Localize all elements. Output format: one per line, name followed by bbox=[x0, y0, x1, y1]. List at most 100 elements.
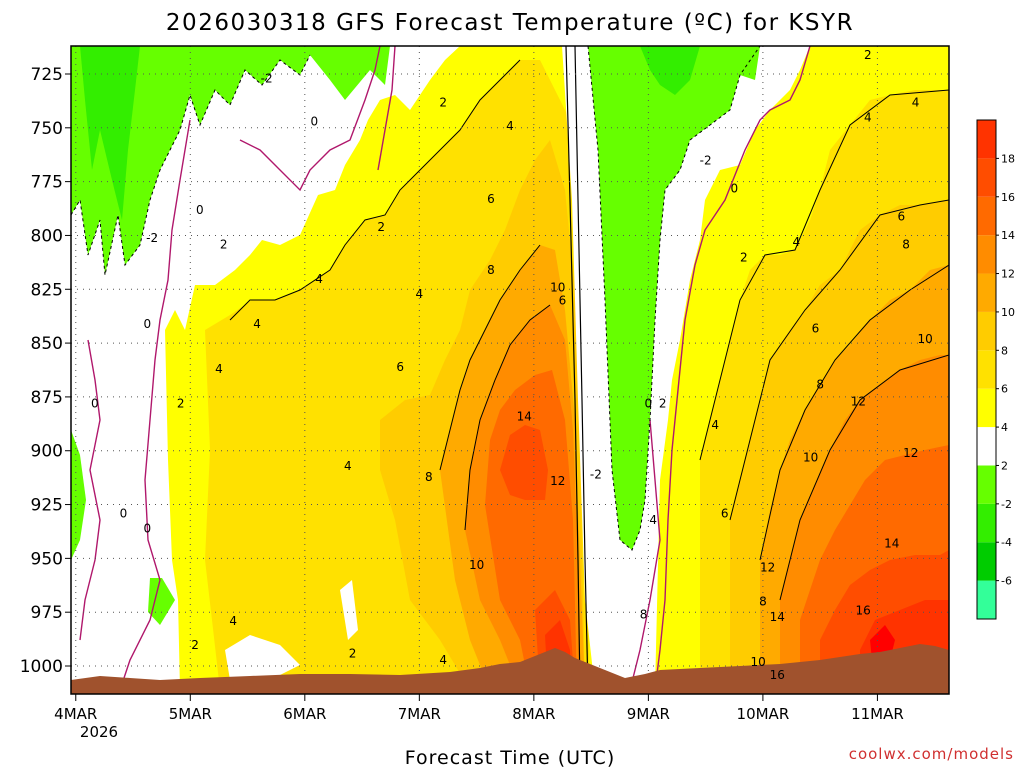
colorbar-label: 8 bbox=[1001, 344, 1008, 357]
contour-label: 2 bbox=[659, 397, 667, 411]
contour-label: 8 bbox=[425, 470, 433, 484]
region-white-lowleft2 bbox=[340, 580, 358, 640]
contour-label: 4 bbox=[439, 653, 447, 667]
contour-label: 4 bbox=[864, 110, 872, 124]
colorbar-label: -4 bbox=[1001, 536, 1012, 549]
colorbar-swatch bbox=[977, 273, 996, 312]
colorbar-swatch bbox=[977, 311, 996, 351]
y-tick-label: 975 bbox=[31, 603, 63, 623]
isotherm-line-d bbox=[699, 89, 949, 461]
colorbar-label: 14 bbox=[1001, 229, 1015, 242]
contour-label: 4 bbox=[229, 614, 237, 628]
y-tick-label: 875 bbox=[31, 388, 63, 408]
isotherm-line-f bbox=[759, 264, 949, 561]
colorbar-swatch bbox=[977, 158, 996, 197]
colorbar-label: -6 bbox=[1001, 575, 1012, 588]
x-tick-label: 5MAR bbox=[169, 705, 212, 723]
contour-label: 14 bbox=[884, 537, 899, 551]
freezing-line-2 bbox=[239, 46, 381, 192]
contour-label: 2 bbox=[220, 237, 228, 251]
colorbar-frame bbox=[976, 119, 997, 620]
contour-label: 12 bbox=[903, 446, 918, 460]
isotherm-line-i bbox=[71, 54, 311, 276]
contour-label: 4 bbox=[649, 513, 657, 527]
x-tick-label: 7MAR bbox=[398, 705, 441, 723]
region-cold-slot-green2 bbox=[640, 46, 700, 95]
colorbar-label: 16 bbox=[1001, 191, 1015, 204]
y-tick-label: 775 bbox=[31, 173, 63, 193]
isotherm-steep bbox=[565, 46, 581, 691]
isotherm-steep2 bbox=[574, 46, 589, 691]
terrain-surface bbox=[71, 644, 949, 694]
contour-label: 6 bbox=[897, 209, 905, 223]
contour-label: -2 bbox=[590, 468, 602, 482]
region-cold-slot-green bbox=[588, 46, 760, 550]
colorbar-label: 6 bbox=[1001, 383, 1008, 396]
contour-label: 6 bbox=[812, 321, 820, 335]
region-14to16 bbox=[500, 425, 548, 500]
contour-label: 4 bbox=[215, 362, 223, 376]
contour-label: 4 bbox=[253, 317, 261, 331]
y-tick-label: 825 bbox=[31, 280, 63, 300]
contour-label: 4 bbox=[792, 235, 800, 249]
contour-label: 0 bbox=[196, 203, 204, 217]
colorbar-swatch bbox=[977, 542, 996, 581]
contour-label: 4 bbox=[506, 119, 514, 133]
y-tick-label: 850 bbox=[31, 334, 63, 354]
x-tick-label: 10MAR bbox=[737, 705, 790, 723]
contour-label: 4 bbox=[315, 272, 323, 286]
colorbar-swatch bbox=[977, 196, 996, 236]
y-tick-label: 725 bbox=[31, 65, 63, 85]
contour-label: 14 bbox=[770, 610, 785, 624]
contour-label: 0 bbox=[91, 397, 99, 411]
contour-label: 10 bbox=[469, 558, 484, 572]
colorbar-swatch bbox=[977, 580, 996, 619]
contour-label: 2 bbox=[177, 397, 185, 411]
contour-label: 12 bbox=[851, 395, 866, 409]
credit-link[interactable]: coolwx.com/models bbox=[849, 745, 1014, 763]
plot-border bbox=[70, 45, 950, 695]
contour-label: 0 bbox=[144, 522, 152, 536]
y-tick-label: 950 bbox=[31, 549, 63, 569]
colorbar-swatch bbox=[977, 350, 996, 389]
y-tick-label: 900 bbox=[31, 442, 63, 462]
colorbar-label: 10 bbox=[1001, 306, 1015, 319]
isotherm-line-b bbox=[439, 244, 541, 471]
contour-label: 4 bbox=[416, 287, 424, 301]
colorbar-swatch bbox=[977, 235, 996, 274]
chart-title: 2026030318 GFS Forecast Temperature (ºC)… bbox=[166, 10, 854, 36]
contour-label: 0 bbox=[120, 506, 128, 520]
contour-label: 10 bbox=[918, 332, 933, 346]
x-axis: 4MAR 5MAR 6MAR 7MAR 8MAR 9MAR 10MAR 11MAR bbox=[54, 694, 904, 723]
colorbar-label: 2 bbox=[1001, 459, 1008, 472]
y-axis: 725 750 775 800 825 850 875 900 925 950 975 1000 bbox=[20, 65, 71, 677]
contour-lines bbox=[71, 46, 949, 691]
contour-label: 0 bbox=[144, 317, 152, 331]
colorbar-label: 12 bbox=[1001, 268, 1015, 281]
region-cold-lowleft2 bbox=[148, 578, 175, 625]
colorbar-label: -2 bbox=[1001, 498, 1012, 511]
contour-label: -2 bbox=[261, 72, 273, 86]
contour-label: 0 bbox=[730, 181, 738, 195]
contour-label: 8 bbox=[487, 263, 495, 277]
isotherm-line-a bbox=[229, 59, 521, 321]
contour-label: 16 bbox=[770, 668, 785, 682]
isotherm-line-e bbox=[729, 199, 949, 521]
freezing-line-3 bbox=[79, 339, 101, 641]
colorbar: 18 16 14 12 10 8 6 4 2 -2 -4 -6 bbox=[976, 119, 1015, 620]
isotherm-line-g bbox=[779, 354, 949, 601]
y-tick-label: 800 bbox=[31, 226, 63, 246]
contour-label: 6 bbox=[487, 192, 495, 206]
freezing-line-6 bbox=[654, 46, 811, 691]
x-tick-label: 8MAR bbox=[512, 705, 555, 723]
contour-label: 0 bbox=[311, 115, 319, 129]
contour-label: 2 bbox=[740, 250, 748, 264]
region-cold-early bbox=[71, 46, 390, 275]
colorbar-swatch bbox=[977, 388, 996, 428]
isotherm-line-h bbox=[587, 46, 761, 551]
contour-label: 14 bbox=[517, 410, 532, 424]
freezing-line-1 bbox=[119, 119, 191, 691]
